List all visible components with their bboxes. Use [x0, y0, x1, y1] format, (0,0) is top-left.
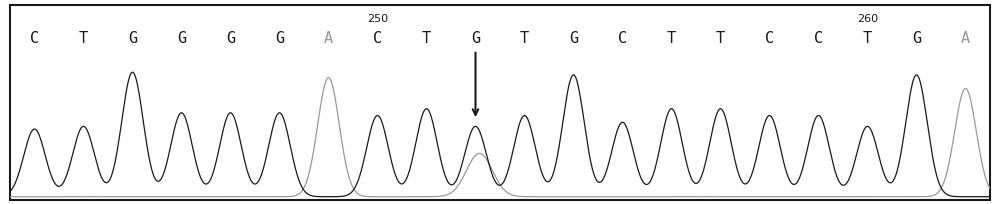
Text: 250: 250	[367, 14, 388, 24]
Text: G: G	[177, 31, 186, 46]
Text: T: T	[716, 31, 725, 46]
Text: G: G	[226, 31, 235, 46]
Text: 260: 260	[857, 14, 878, 24]
Text: T: T	[667, 31, 676, 46]
Text: C: C	[765, 31, 774, 46]
Text: C: C	[373, 31, 382, 46]
Text: C: C	[814, 31, 823, 46]
Text: G: G	[569, 31, 578, 46]
Text: G: G	[912, 31, 921, 46]
Text: G: G	[128, 31, 137, 46]
Text: A: A	[324, 31, 333, 46]
Text: G: G	[471, 31, 480, 46]
Text: T: T	[422, 31, 431, 46]
Text: G: G	[275, 31, 284, 46]
Text: C: C	[618, 31, 627, 46]
Text: C: C	[30, 31, 39, 46]
Text: T: T	[863, 31, 872, 46]
Text: T: T	[520, 31, 529, 46]
Text: A: A	[961, 31, 970, 46]
Text: T: T	[79, 31, 88, 46]
